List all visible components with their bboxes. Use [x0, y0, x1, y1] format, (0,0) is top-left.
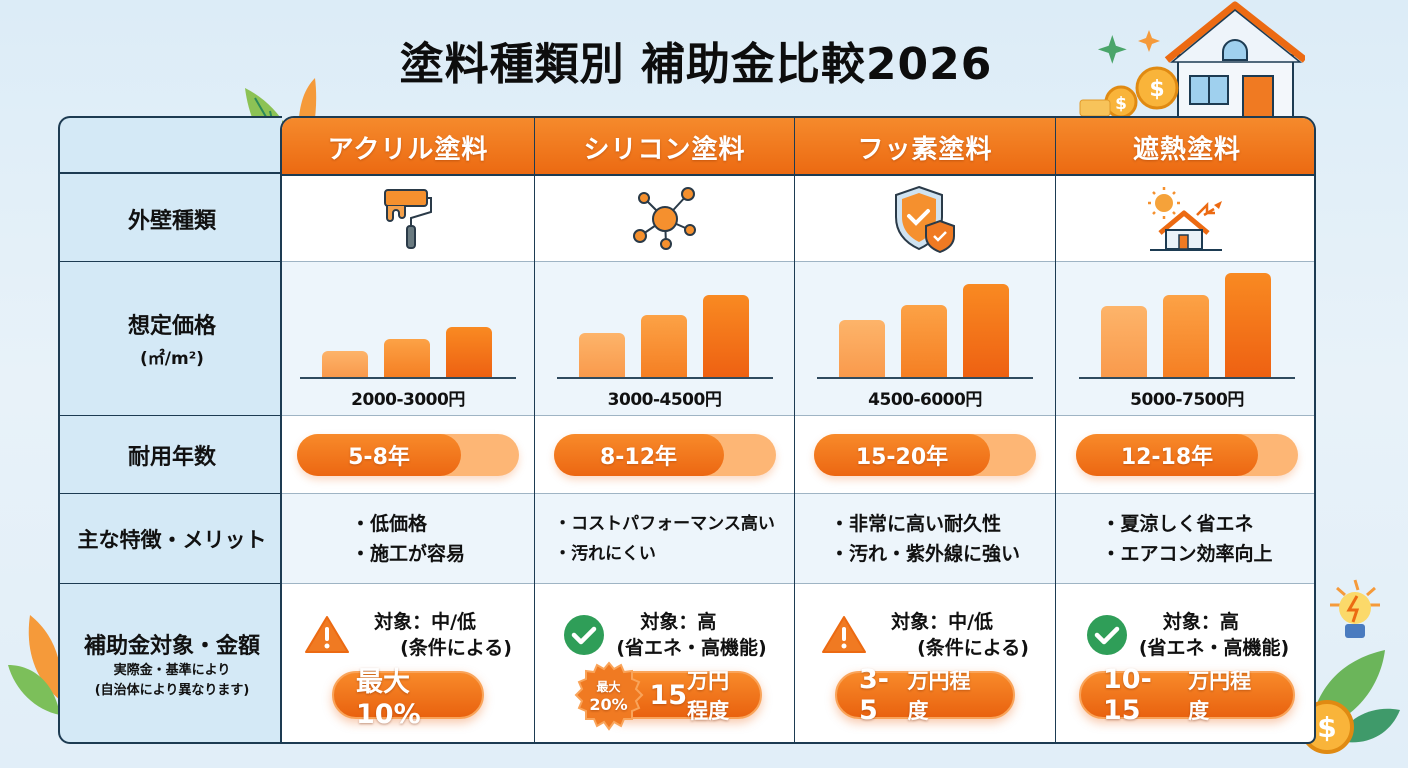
subsidy-cell: 対象：高 (省エネ・高機能) 最大 20% 15 万円程度 [535, 584, 794, 742]
warning-icon [305, 616, 350, 653]
price-cell: 2000-3000円 [282, 262, 534, 416]
features-cell: ・非常に高い耐久性 ・汚れ・紫外線に強い [795, 494, 1055, 584]
leaves-icon [8, 615, 62, 715]
durability-bar: 15-20年 [814, 433, 1036, 476]
paint-roller-icon [384, 188, 432, 249]
subsidy-cell: 対象：中/低 (条件による) 最大10% [282, 584, 534, 742]
row-label-features: 主な特徴・メリット [60, 494, 284, 584]
durability-cell: 8-12年 [535, 416, 794, 494]
comparison-table: 外壁種類 想定価格 (㎡/m²) 耐用年数 主な特徴・メリット 補助金対象・金額… [58, 116, 1316, 744]
molecule-icon [632, 186, 696, 250]
features-cell: ・コストパフォーマンス高い ・汚れにくい [535, 494, 794, 584]
row-label-price: 想定価格 (㎡/m²) [60, 262, 284, 416]
check-circle-icon [1086, 615, 1127, 655]
durability-bar: 5-8年 [297, 433, 519, 476]
page-title: 塗料種類別 補助金比較2026 [399, 39, 993, 90]
wall-type-cell [282, 176, 534, 262]
price-cell: 4500-6000円 [795, 262, 1055, 416]
wall-type-cell [535, 176, 794, 262]
durability-cell: 5-8年 [282, 416, 534, 494]
price-bar-chart [300, 267, 516, 379]
feature-item: ・低価格 [350, 512, 427, 535]
check-circle-icon [564, 615, 605, 655]
max-percent-badge: 最大 20% [589, 680, 628, 714]
feature-item: ・コストパフォーマンス高い [554, 513, 775, 534]
warning-icon [822, 616, 867, 653]
subsidy-cell: 対象：中/低 (条件による) 3-5 万円程度 [795, 584, 1055, 742]
shield-check-icon [895, 185, 955, 253]
durability-cell: 12-18年 [1056, 416, 1314, 494]
features-cell: ・低価格 ・施工が容易 [282, 494, 534, 584]
subsidy-cell: 対象：高 (省エネ・高機能) 10-15 万円程度 [1056, 584, 1314, 742]
row-labels: 外壁種類 想定価格 (㎡/m²) 耐用年数 主な特徴・メリット 補助金対象・金額… [58, 116, 284, 744]
starburst-badge-icon [574, 661, 643, 731]
column-heat-shield: 遮熱塗料 [1056, 118, 1314, 742]
wall-type-cell [795, 176, 1055, 262]
price-range: 2000-3000円 [351, 390, 465, 410]
price-bar-chart [817, 267, 1033, 379]
durability-cell: 15-20年 [795, 416, 1055, 494]
row-label-subsidy: 補助金対象・金額 実際金・基準により (自治体により異なります) [83, 634, 260, 698]
column-header: 遮熱塗料 [1132, 134, 1241, 165]
subsidy-amount: 最大 20% 15 万円程度 [574, 661, 762, 731]
price-range: 4500-6000円 [868, 390, 982, 410]
feature-item: ・施工が容易 [350, 542, 465, 565]
wall-type-cell [1056, 176, 1314, 262]
house-coins-icon: $ $ [1079, 1, 1305, 118]
lightbulb-icon [1330, 579, 1380, 638]
feature-item: ・汚れにくい [554, 543, 656, 564]
subsidy-amount: 3-5 万円程度 [835, 664, 1015, 726]
row-label-durability: 耐用年数 [60, 416, 284, 494]
features-cell: ・夏涼しく省エネ ・エアコン効率向上 [1056, 494, 1314, 584]
grid: アクリル塗料 2000-3000円 [280, 116, 1316, 744]
sun-house-icon [1148, 186, 1222, 251]
feature-item: ・汚れ・紫外線に強い [829, 542, 1020, 565]
column-silicone: シリコン塗料 3000-450 [535, 118, 795, 742]
feature-item: ・エアコン効率向上 [1101, 542, 1273, 565]
column-fluorine: フッ素塗料 4500-6000円 [795, 118, 1056, 742]
svg-text:$: $ [1115, 94, 1127, 114]
column-header: アクリル塗料 [327, 134, 489, 165]
subsidy-amount: 10-15 万円程度 [1079, 664, 1295, 726]
feature-item: ・非常に高い耐久性 [829, 512, 1001, 535]
feature-item: ・夏涼しく省エネ [1101, 512, 1254, 535]
price-range: 3000-4500円 [607, 390, 722, 410]
price-range: 5000-7500円 [1130, 390, 1244, 410]
price-bar-chart [556, 267, 773, 379]
durability-bar: 8-12年 [553, 433, 776, 476]
column-acrylic: アクリル塗料 2000-3000円 [282, 118, 535, 742]
durability-bar: 12-18年 [1076, 433, 1298, 476]
svg-text:$: $ [1149, 77, 1164, 102]
price-cell: 3000-4500円 [535, 262, 794, 416]
subsidy-amount: 最大10% [332, 667, 484, 730]
price-bar-chart [1079, 267, 1295, 379]
price-cell: 5000-7500円 [1056, 262, 1314, 416]
svg-text:$: $ [1317, 711, 1336, 744]
row-label-wall-type: 外壁種類 [60, 176, 284, 262]
column-header: フッ素塗料 [857, 134, 993, 165]
column-header: シリコン塗料 [583, 134, 746, 165]
